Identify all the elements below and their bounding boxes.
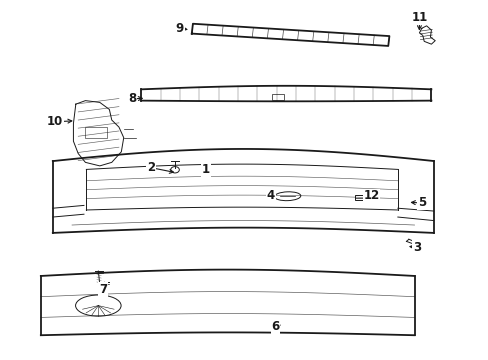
Text: 5: 5: [417, 197, 425, 210]
Text: 10: 10: [47, 115, 63, 128]
Text: 7: 7: [99, 283, 107, 296]
Text: 11: 11: [410, 11, 427, 24]
Text: 8: 8: [127, 93, 136, 105]
Text: 2: 2: [147, 161, 155, 174]
Text: 3: 3: [412, 240, 420, 253]
Bar: [272, 94, 283, 100]
Text: 4: 4: [266, 189, 274, 202]
Bar: [354, 195, 365, 200]
Ellipse shape: [76, 295, 121, 316]
Text: 9: 9: [175, 22, 183, 35]
Text: 6: 6: [271, 320, 279, 333]
Text: 12: 12: [363, 189, 379, 202]
Text: 1: 1: [202, 163, 210, 176]
Bar: [85, 127, 107, 138]
